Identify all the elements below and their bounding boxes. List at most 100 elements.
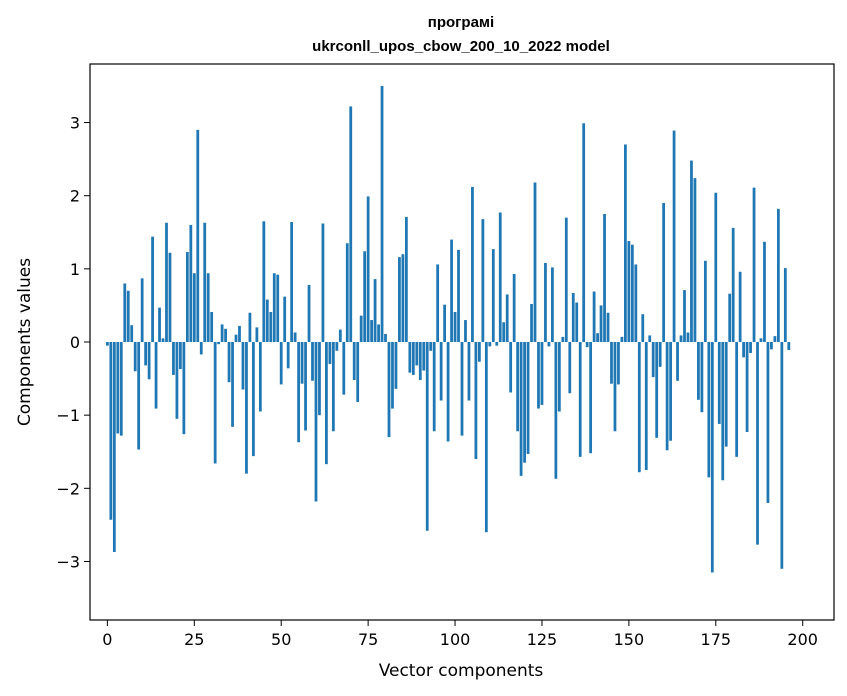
bar-component-79 bbox=[380, 85, 384, 342]
bar-component-185 bbox=[749, 342, 752, 353]
bar-component-153 bbox=[637, 342, 641, 473]
bar-component-146 bbox=[613, 342, 617, 432]
bar-component-49 bbox=[276, 274, 280, 342]
bar-component-122 bbox=[530, 303, 533, 342]
bar-component-110 bbox=[488, 342, 492, 347]
bar-component-33 bbox=[220, 324, 224, 342]
x-tick-label: 150 bbox=[614, 630, 645, 649]
bar-component-186 bbox=[752, 187, 756, 342]
bar-component-190 bbox=[766, 342, 770, 503]
bar-component-131 bbox=[561, 336, 565, 342]
bar-component-145 bbox=[610, 342, 613, 384]
bar-component-171 bbox=[700, 342, 704, 413]
bar-component-21 bbox=[179, 342, 182, 370]
bar-component-31 bbox=[213, 342, 217, 464]
bar-component-94 bbox=[432, 342, 436, 432]
bar-component-137 bbox=[582, 123, 586, 342]
bar-component-193 bbox=[776, 208, 780, 342]
bar-component-90 bbox=[418, 342, 422, 381]
bar-component-87 bbox=[408, 342, 412, 373]
bar-component-66 bbox=[335, 342, 339, 351]
bar-component-55 bbox=[297, 342, 300, 443]
bar-component-133 bbox=[568, 342, 572, 394]
bar-component-117 bbox=[512, 273, 516, 342]
bar-component-112 bbox=[495, 342, 499, 346]
y-axis-ticks: −3 −2 −1 0 1 2 3 bbox=[56, 114, 90, 571]
bar-component-175 bbox=[714, 192, 718, 342]
bar-component-100 bbox=[453, 312, 457, 342]
bar-component-144 bbox=[606, 312, 610, 342]
bar-component-99 bbox=[450, 239, 453, 342]
bar-component-93 bbox=[429, 342, 433, 351]
bar-component-113 bbox=[498, 212, 502, 342]
bar-component-27 bbox=[199, 342, 203, 355]
bar-component-152 bbox=[634, 264, 638, 342]
bar-component-2 bbox=[112, 342, 116, 552]
bar-component-92 bbox=[425, 342, 429, 531]
bar-component-14 bbox=[154, 342, 158, 409]
bar-component-114 bbox=[502, 322, 506, 342]
x-tick-label: 25 bbox=[184, 630, 204, 649]
bar-component-58 bbox=[307, 284, 311, 342]
bar-component-170 bbox=[697, 342, 700, 400]
bar-component-179 bbox=[728, 293, 732, 342]
bar-component-16 bbox=[161, 338, 165, 342]
bar-component-48 bbox=[272, 273, 276, 342]
bar-component-82 bbox=[391, 342, 394, 409]
bar-component-177 bbox=[721, 342, 725, 481]
bar-component-11 bbox=[144, 342, 148, 366]
bar-component-19 bbox=[172, 342, 175, 375]
bar-component-181 bbox=[735, 342, 739, 457]
bar-component-41 bbox=[248, 312, 252, 342]
y-tick-label: −3 bbox=[56, 552, 80, 571]
bar-component-180 bbox=[731, 227, 735, 342]
bar-component-30 bbox=[210, 312, 214, 342]
bar-component-127 bbox=[547, 342, 551, 347]
bar-component-72 bbox=[356, 342, 360, 402]
bar-component-135 bbox=[575, 302, 579, 342]
bar-component-141 bbox=[596, 333, 599, 342]
bar-component-35 bbox=[227, 342, 231, 383]
bar-component-8 bbox=[133, 342, 137, 372]
bar-component-83 bbox=[394, 342, 398, 389]
bar-component-140 bbox=[592, 291, 596, 342]
bar-component-194 bbox=[780, 342, 784, 569]
bar-component-53 bbox=[290, 222, 294, 342]
bar-component-128 bbox=[551, 267, 554, 342]
bar-component-118 bbox=[516, 342, 520, 432]
bar-component-24 bbox=[189, 224, 193, 342]
bar-component-80 bbox=[384, 333, 387, 342]
bar-component-151 bbox=[630, 244, 634, 342]
x-tick-label: 125 bbox=[527, 630, 558, 649]
bar-component-9 bbox=[137, 342, 141, 450]
bar-component-18 bbox=[168, 252, 172, 342]
bar-component-29 bbox=[206, 273, 210, 342]
bar-component-107 bbox=[477, 342, 481, 362]
bar-component-187 bbox=[756, 342, 759, 545]
bar-component-178 bbox=[724, 342, 728, 447]
bar-component-102 bbox=[460, 342, 464, 436]
bar-component-56 bbox=[300, 342, 304, 384]
bar-component-34 bbox=[224, 328, 227, 342]
bar-component-17 bbox=[165, 222, 168, 342]
bar-component-157 bbox=[651, 342, 655, 378]
bar-component-36 bbox=[231, 342, 234, 427]
bar-component-155 bbox=[644, 342, 648, 471]
chart-title-line2: ukrconll_upos_cbow_200_10_2022 model bbox=[312, 38, 610, 55]
bar-component-125 bbox=[540, 342, 544, 405]
bar-component-158 bbox=[655, 342, 659, 438]
bar-component-166 bbox=[683, 290, 686, 342]
bar-component-182 bbox=[738, 271, 742, 342]
bar-component-26 bbox=[196, 129, 200, 342]
bar-component-28 bbox=[203, 222, 207, 342]
bar-component-196 bbox=[787, 342, 791, 351]
bar-component-167 bbox=[686, 332, 690, 342]
x-axis-ticks: 0 25 50 75 100 125 150 175 200 bbox=[102, 620, 818, 649]
x-tick-label: 200 bbox=[787, 630, 818, 649]
bar-component-15 bbox=[158, 307, 161, 342]
bar-component-129 bbox=[554, 342, 558, 479]
bar-component-20 bbox=[175, 342, 179, 419]
bar-component-4 bbox=[119, 342, 123, 436]
bar-component-43 bbox=[255, 327, 259, 342]
